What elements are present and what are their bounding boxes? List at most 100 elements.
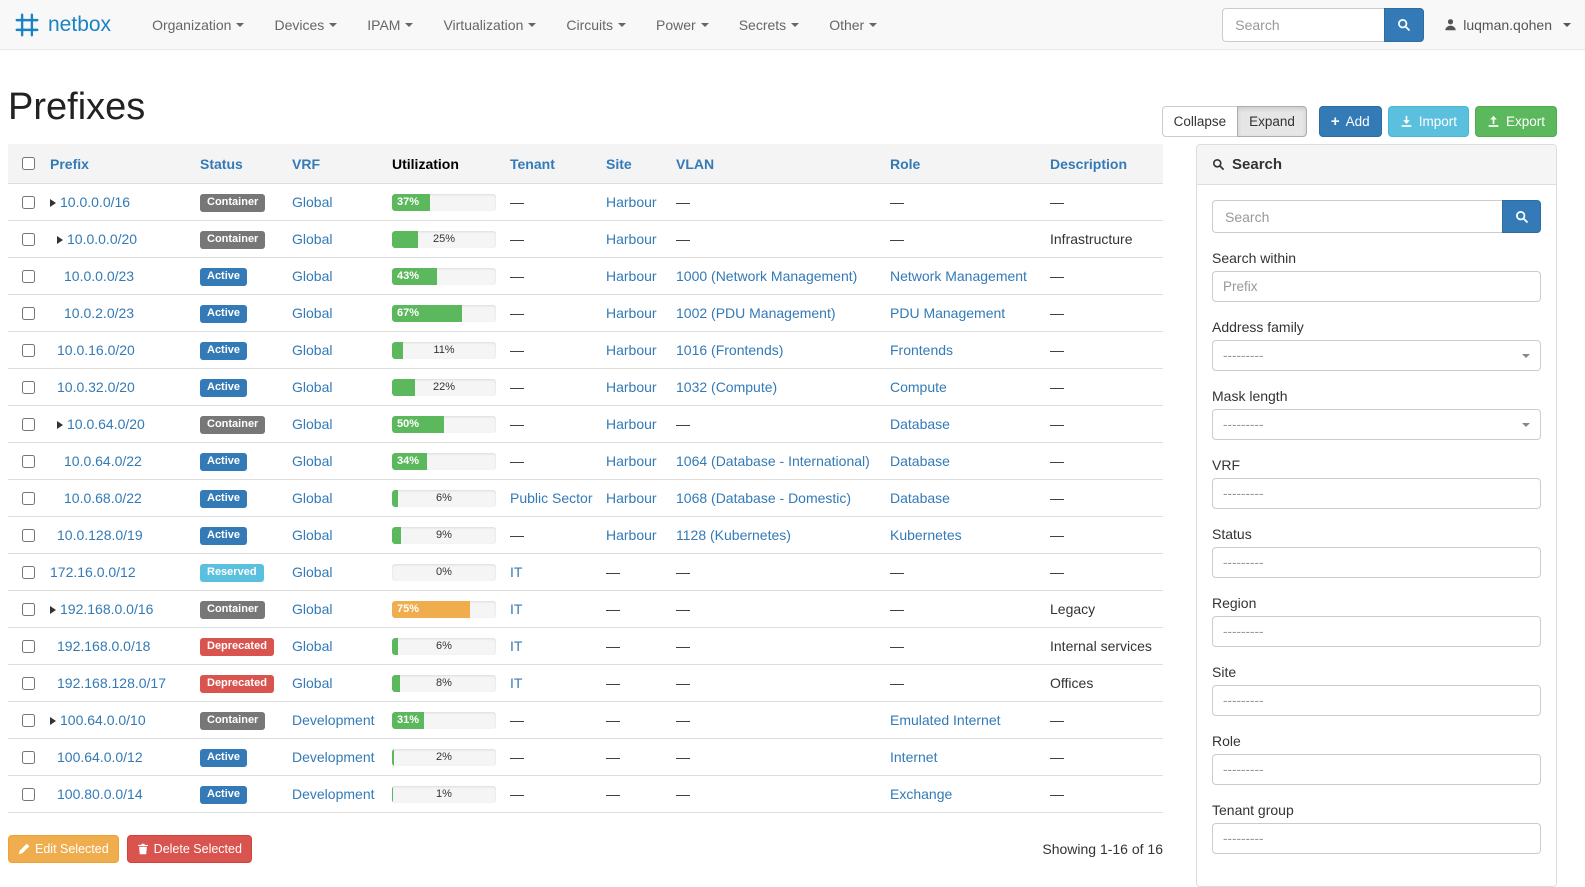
filter-input-search-within[interactable]	[1212, 271, 1541, 302]
select-all-checkbox[interactable]	[22, 157, 35, 170]
column-header-description[interactable]: Description	[1042, 144, 1163, 184]
column-header-status[interactable]: Status	[192, 144, 284, 184]
row-checkbox[interactable]	[22, 528, 35, 542]
prefix-link[interactable]: 100.80.0.0/14	[57, 786, 143, 802]
row-checkbox[interactable]	[22, 269, 35, 283]
prefix-link[interactable]: 10.0.0.0/20	[67, 231, 138, 247]
vlan-link[interactable]: 1068 (Database - Domestic)	[676, 490, 852, 506]
export-button[interactable]: Export	[1474, 106, 1557, 137]
vlan-link[interactable]: 1128 (Kubernetes)	[676, 527, 791, 543]
role-link[interactable]: Database	[890, 416, 950, 432]
vrf-link[interactable]: Global	[292, 342, 333, 358]
vrf-link[interactable]: Global	[292, 564, 333, 580]
row-checkbox[interactable]	[22, 639, 35, 653]
filter-select-vrf[interactable]: ---------	[1212, 478, 1541, 509]
column-header-tenant[interactable]: Tenant	[502, 144, 598, 184]
role-link[interactable]: Database	[890, 490, 950, 506]
row-checkbox[interactable]	[22, 787, 35, 801]
column-sort-link[interactable]: VRF	[292, 155, 320, 172]
prefix-link[interactable]: 192.168.128.0/17	[57, 675, 166, 691]
row-checkbox[interactable]	[22, 491, 35, 505]
filter-select-tenant-group[interactable]: ---------	[1212, 823, 1541, 854]
prefix-link[interactable]: 10.0.2.0/23	[64, 305, 135, 321]
vrf-link[interactable]: Global	[292, 638, 333, 654]
expand-toggle-icon[interactable]	[57, 421, 63, 429]
row-checkbox[interactable]	[22, 380, 35, 394]
vrf-link[interactable]: Global	[292, 601, 333, 617]
filter-select-mask-length[interactable]: ---------	[1212, 409, 1541, 440]
vrf-link[interactable]: Global	[292, 231, 333, 247]
expand-button[interactable]: Expand	[1237, 106, 1307, 137]
prefix-link[interactable]: 10.0.64.0/22	[64, 453, 142, 469]
vrf-link[interactable]: Global	[292, 453, 333, 469]
expand-toggle-icon[interactable]	[57, 236, 63, 244]
prefix-link[interactable]: 10.0.0.0/16	[60, 194, 131, 210]
column-sort-link[interactable]: Tenant	[510, 155, 555, 172]
tenant-link[interactable]: IT	[510, 675, 523, 691]
role-link[interactable]: Database	[890, 453, 950, 469]
column-sort-link[interactable]: Status	[200, 155, 243, 172]
nav-item-secrets[interactable]: Secrets	[724, 0, 814, 50]
delete-selected-button[interactable]: Delete Selected	[126, 835, 252, 863]
add-button[interactable]: + Add	[1318, 106, 1382, 137]
vrf-link[interactable]: Global	[292, 527, 333, 543]
prefix-link[interactable]: 10.0.16.0/20	[57, 342, 135, 358]
site-link[interactable]: Harbour	[606, 231, 657, 247]
row-checkbox[interactable]	[22, 676, 35, 690]
role-link[interactable]: Network Management	[890, 268, 1027, 284]
row-checkbox[interactable]	[22, 232, 35, 246]
vrf-link[interactable]: Global	[292, 305, 333, 321]
nav-item-circuits[interactable]: Circuits	[551, 0, 641, 50]
vrf-link[interactable]: Global	[292, 379, 333, 395]
nav-item-virtualization[interactable]: Virtualization	[428, 0, 551, 50]
user-menu[interactable]: luqman.qohen	[1444, 17, 1571, 33]
column-header-prefix[interactable]: Prefix	[42, 144, 192, 184]
filter-select-status[interactable]: ---------	[1212, 547, 1541, 578]
import-button[interactable]: Import	[1387, 106, 1469, 137]
column-sort-link[interactable]: Prefix	[50, 155, 89, 172]
vrf-link[interactable]: Development	[292, 749, 375, 765]
collapse-button[interactable]: Collapse	[1161, 106, 1239, 137]
vrf-link[interactable]: Development	[292, 786, 375, 802]
prefix-link[interactable]: 192.168.0.0/18	[57, 638, 151, 654]
column-header-site[interactable]: Site	[598, 144, 668, 184]
nav-item-organization[interactable]: Organization	[137, 0, 259, 50]
column-header-vrf[interactable]: VRF	[284, 144, 384, 184]
tenant-link[interactable]: IT	[510, 601, 523, 617]
filter-select-address-family[interactable]: ---------	[1212, 340, 1541, 371]
column-sort-link[interactable]: Role	[890, 155, 921, 172]
row-checkbox[interactable]	[22, 343, 35, 357]
vrf-link[interactable]: Development	[292, 712, 375, 728]
column-sort-link[interactable]: VLAN	[676, 155, 715, 172]
role-link[interactable]: Exchange	[890, 786, 953, 802]
vlan-link[interactable]: 1032 (Compute)	[676, 379, 778, 395]
row-checkbox[interactable]	[22, 713, 35, 727]
edit-selected-button[interactable]: Edit Selected	[8, 835, 119, 863]
tenant-link[interactable]: IT	[510, 564, 523, 580]
prefix-link[interactable]: 100.64.0.0/10	[60, 712, 146, 728]
vrf-link[interactable]: Global	[292, 416, 333, 432]
role-link[interactable]: Internet	[890, 749, 938, 765]
tenant-link[interactable]: Public Sector	[510, 490, 593, 506]
expand-toggle-icon[interactable]	[50, 606, 56, 614]
site-link[interactable]: Harbour	[606, 268, 657, 284]
filter-select-role[interactable]: ---------	[1212, 754, 1541, 785]
role-link[interactable]: Emulated Internet	[890, 712, 1001, 728]
row-checkbox[interactable]	[22, 454, 35, 468]
global-search-button[interactable]	[1384, 7, 1425, 42]
site-link[interactable]: Harbour	[606, 453, 657, 469]
prefix-link[interactable]: 100.64.0.0/12	[57, 749, 143, 765]
role-link[interactable]: Kubernetes	[890, 527, 962, 543]
site-link[interactable]: Harbour	[606, 194, 657, 210]
vlan-link[interactable]: 1000 (Network Management)	[676, 268, 858, 284]
sidebar-search-input[interactable]	[1212, 200, 1502, 233]
filter-select-site[interactable]: ---------	[1212, 685, 1541, 716]
sidebar-search-button[interactable]	[1502, 200, 1541, 233]
vrf-link[interactable]: Global	[292, 268, 333, 284]
site-link[interactable]: Harbour	[606, 342, 657, 358]
row-checkbox[interactable]	[22, 306, 35, 320]
prefix-link[interactable]: 172.16.0.0/12	[50, 564, 136, 580]
site-link[interactable]: Harbour	[606, 527, 657, 543]
nav-item-other[interactable]: Other	[814, 0, 892, 50]
row-checkbox[interactable]	[22, 195, 35, 209]
